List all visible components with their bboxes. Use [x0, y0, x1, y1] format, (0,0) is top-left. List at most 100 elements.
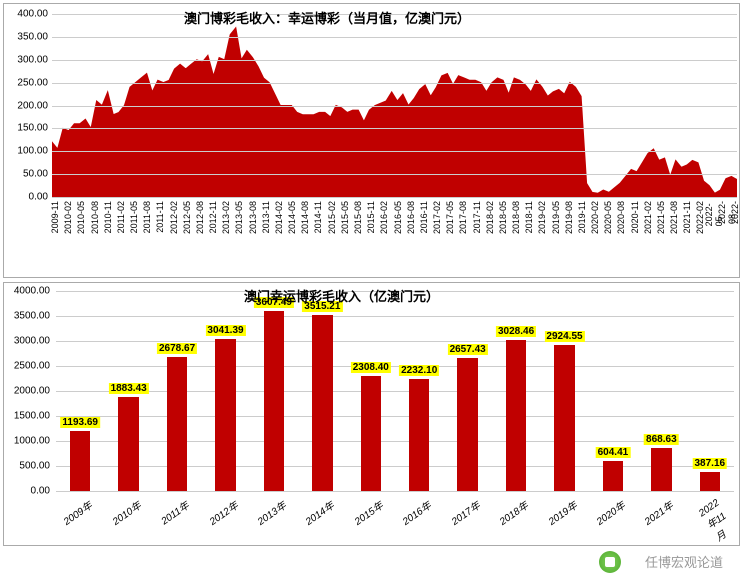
- bar: [312, 315, 332, 491]
- bar: [361, 376, 381, 491]
- gridline: [56, 366, 734, 367]
- y-tick-label: 350.00: [8, 31, 48, 42]
- x-tick-label: 2010-05: [76, 201, 86, 234]
- x-tick-label: 2014-08: [300, 201, 310, 234]
- x-tick-label: 2013-02: [221, 201, 231, 234]
- x-tick-label: 2017-05: [445, 201, 455, 234]
- area-chart-panel: 澳门博彩毛收入：幸运博彩（当月值，亿澳门元） 0.0050.00100.0015…: [3, 3, 740, 278]
- x-tick-label: 2010-11: [103, 201, 113, 233]
- x-tick-label: 2012-02: [169, 201, 179, 234]
- bar-value-label: 2232.10: [399, 365, 439, 376]
- y-tick-label: 200.00: [8, 100, 48, 111]
- bar: [167, 357, 187, 491]
- x-tick-label: 2016-08: [406, 201, 416, 234]
- x-tick-label: 2011-11: [155, 201, 165, 233]
- x-tick-label: 2021-05: [656, 201, 666, 234]
- bar-chart-title: 澳门幸运博彩毛收入（亿澳门元）: [244, 286, 439, 305]
- x-tick-label: 2014-02: [274, 201, 284, 234]
- x-tick-label: 2018-11: [524, 201, 534, 233]
- bar-value-label: 2657.43: [448, 344, 488, 355]
- chart-container: 澳门博彩毛收入：幸运博彩（当月值，亿澳门元） 0.0050.00100.0015…: [0, 0, 741, 577]
- x-tick-label: 2010-02: [63, 201, 73, 234]
- x-tick-label: 2020-08: [616, 201, 626, 234]
- gridline: [56, 316, 734, 317]
- bar: [506, 340, 526, 491]
- area-chart-title: 澳门博彩毛收入：幸运博彩（当月值，亿澳门元）: [184, 8, 470, 27]
- y-tick-label: 150.00: [8, 123, 48, 134]
- bar: [70, 431, 90, 491]
- x-tick-label: 2018-08: [511, 201, 521, 234]
- y-tick-label: 2000.00: [10, 386, 50, 397]
- x-tick-label: 2020-05: [603, 201, 613, 234]
- x-tick-label: 2017年: [447, 497, 482, 528]
- x-tick-label: 2018-02: [485, 201, 495, 234]
- x-tick-label: 2020年: [593, 497, 628, 528]
- gridline: [52, 197, 737, 198]
- x-tick-label: 2016-11: [419, 201, 429, 233]
- bar: [264, 311, 284, 491]
- wechat-logo-icon: [599, 551, 621, 573]
- x-tick-label: 2015年: [350, 497, 385, 528]
- x-tick-label: 2016-05: [393, 201, 403, 234]
- x-tick-label: 2012-11: [208, 201, 218, 233]
- y-tick-label: 250.00: [8, 77, 48, 88]
- x-tick-label: 2015-02: [327, 201, 337, 234]
- x-tick-label: 2012年: [205, 497, 240, 528]
- x-tick-label: 2017-08: [458, 201, 468, 234]
- y-tick-label: 1000.00: [10, 436, 50, 447]
- y-tick-label: 0.00: [8, 192, 48, 203]
- x-tick-label: 2013年: [254, 497, 289, 528]
- gridline: [56, 441, 734, 442]
- x-tick-label: 2011-08: [142, 201, 152, 233]
- x-tick-label: 2021-08: [669, 201, 679, 234]
- bar-plot-area: 1193.691883.432678.673041.393607.493515.…: [56, 291, 734, 491]
- x-tick-label: 2015-05: [340, 201, 350, 234]
- bar: [215, 339, 235, 491]
- x-tick-label: 2021-11: [682, 201, 692, 233]
- bar-value-label: 2678.67: [157, 343, 197, 354]
- x-tick-label: 2015-08: [353, 201, 363, 234]
- bar: [554, 345, 574, 491]
- x-tick-label: 2012-05: [182, 201, 192, 234]
- x-tick-label: 2018-05: [498, 201, 508, 234]
- bar-value-label: 604.41: [596, 447, 631, 458]
- x-tick-label: 2014-05: [287, 201, 297, 234]
- x-tick-label: 2010-08: [90, 201, 100, 234]
- x-tick-label: 2011年: [157, 497, 191, 527]
- x-tick-label: 2014年: [302, 497, 337, 528]
- bar-value-label: 3041.39: [205, 325, 245, 336]
- x-tick-label: 2022-11: [730, 201, 741, 224]
- x-tick-label: 2021-02: [643, 201, 653, 234]
- x-tick-label: 2018年: [496, 497, 531, 528]
- x-tick-label: 2019-02: [537, 201, 547, 234]
- x-tick-label: 2017-02: [432, 201, 442, 234]
- x-tick-label: 2011-02: [116, 201, 126, 233]
- bar: [700, 472, 720, 491]
- gridline: [52, 151, 737, 152]
- x-tick-label: 2009-11: [50, 201, 60, 233]
- x-tick-label: 2020-02: [590, 201, 600, 234]
- x-tick-label: 2019-11: [577, 201, 587, 233]
- x-tick-label: 2020-11: [630, 201, 640, 233]
- bar-value-label: 387.16: [692, 458, 727, 469]
- bar-chart-panel: 澳门幸运博彩毛收入（亿澳门元） 1193.691883.432678.67304…: [3, 282, 740, 546]
- x-tick-label: 2017-11: [472, 201, 482, 233]
- y-tick-label: 4000.00: [10, 286, 50, 297]
- x-tick-label: 2019-05: [551, 201, 561, 234]
- gridline: [52, 174, 737, 175]
- gridline: [52, 83, 737, 84]
- bar: [457, 358, 477, 491]
- gridline: [56, 391, 734, 392]
- y-tick-label: 3000.00: [10, 336, 50, 347]
- x-tick-label: 2019-08: [564, 201, 574, 234]
- gridline: [52, 128, 737, 129]
- x-tick-label: 2011-05: [129, 201, 139, 233]
- bar: [118, 397, 138, 491]
- gridline: [56, 416, 734, 417]
- x-tick-label: 2012-08: [195, 201, 205, 234]
- y-tick-label: 3500.00: [10, 311, 50, 322]
- gridline: [52, 60, 737, 61]
- y-tick-label: 0.00: [10, 486, 50, 497]
- x-tick-label: 2019年: [544, 497, 579, 528]
- y-tick-label: 50.00: [8, 169, 48, 180]
